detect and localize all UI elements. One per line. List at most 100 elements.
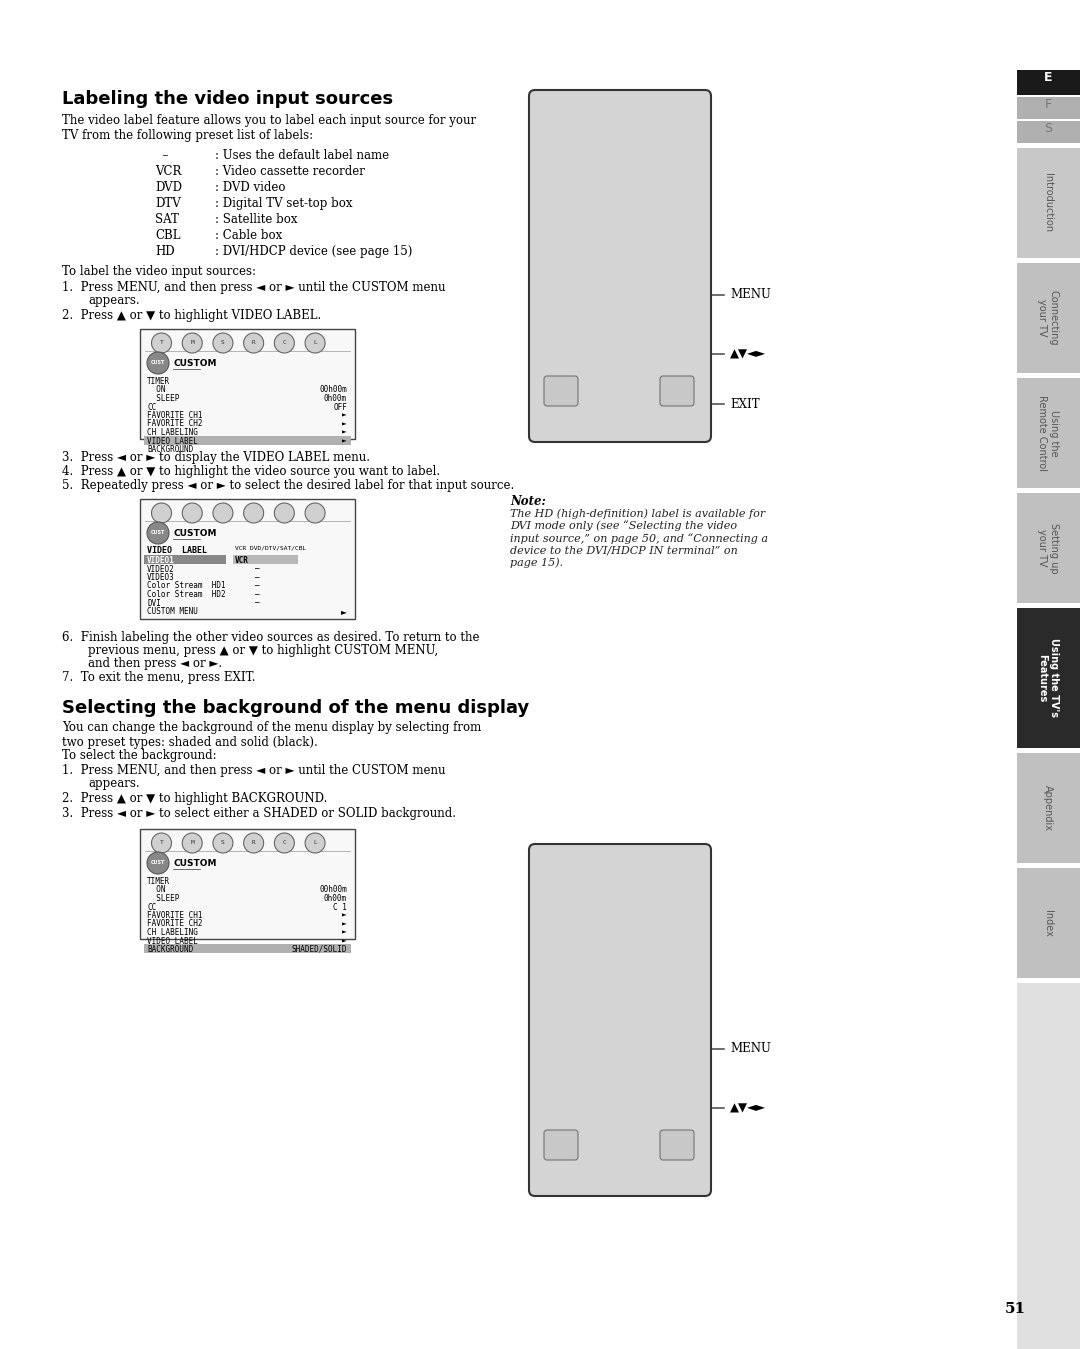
Text: R: R xyxy=(252,340,256,345)
Circle shape xyxy=(573,204,600,229)
Text: –: – xyxy=(255,564,259,573)
Text: 1: 1 xyxy=(583,156,591,166)
Text: ►: ► xyxy=(342,920,347,928)
Text: : DVI/HDCP device (see page 15): : DVI/HDCP device (see page 15) xyxy=(215,246,413,258)
Text: •TV: •TV xyxy=(542,124,551,130)
Text: 9: 9 xyxy=(647,966,654,975)
Text: THEATER: THEATER xyxy=(643,290,660,294)
Circle shape xyxy=(576,120,598,142)
Bar xyxy=(605,398,635,410)
Bar xyxy=(546,932,579,943)
Text: ◄: ◄ xyxy=(591,1103,599,1113)
Text: R: R xyxy=(252,840,256,846)
Text: VIDEO LABEL: VIDEO LABEL xyxy=(147,437,198,445)
Text: ENTER: ENTER xyxy=(608,1105,632,1112)
Text: The HD (high-definition) label is available for
DVI mode only (see “Selecting th: The HD (high-definition) label is availa… xyxy=(510,509,768,568)
Text: MUTE: MUTE xyxy=(645,415,657,420)
Text: M: M xyxy=(190,340,194,345)
Circle shape xyxy=(244,503,264,523)
Circle shape xyxy=(606,958,632,983)
Text: FAVORITE: FAVORITE xyxy=(610,290,629,294)
Bar xyxy=(140,830,355,939)
Circle shape xyxy=(640,1009,662,1031)
Text: Using the
Remote Control: Using the Remote Control xyxy=(1037,395,1058,471)
Text: 3.  Press ◄ or ► to display the VIDEO LABEL menu.: 3. Press ◄ or ► to display the VIDEO LAB… xyxy=(62,451,370,464)
Text: CC: CC xyxy=(147,902,157,912)
Text: 7: 7 xyxy=(583,212,591,223)
Text: ►: ► xyxy=(342,428,347,437)
Text: PC SET: PC SET xyxy=(554,251,571,256)
Circle shape xyxy=(244,333,264,353)
Text: 5: 5 xyxy=(616,183,623,194)
Text: Color Stream  HD2: Color Stream HD2 xyxy=(147,590,226,599)
FancyBboxPatch shape xyxy=(544,1130,578,1160)
Bar xyxy=(543,1166,561,1176)
Text: DVI: DVI xyxy=(147,599,161,607)
Text: CH
▼: CH ▼ xyxy=(557,391,565,402)
Text: Labeling the video input sources: Labeling the video input sources xyxy=(62,90,393,108)
Circle shape xyxy=(183,333,202,353)
Text: RECALL: RECALL xyxy=(608,415,624,420)
Bar xyxy=(605,1152,635,1164)
FancyBboxPatch shape xyxy=(544,376,578,406)
Text: HD: HD xyxy=(156,246,175,258)
Text: PC SET: PC SET xyxy=(554,1005,571,1010)
Text: CH LABELING: CH LABELING xyxy=(147,928,198,938)
Text: : Video cassette recorder: : Video cassette recorder xyxy=(215,165,365,178)
Text: The video label feature allows you to label each input source for your
TV from t: The video label feature allows you to la… xyxy=(62,115,476,142)
Text: •DVD: •DVD xyxy=(542,920,555,925)
Circle shape xyxy=(274,333,295,353)
Text: VIDEO2: VIDEO2 xyxy=(147,564,175,573)
Text: SKIP/SEARCH: SKIP/SEARCH xyxy=(670,1178,697,1182)
Text: AUDIO: AUDIO xyxy=(644,1098,658,1102)
Bar xyxy=(1017,378,1080,488)
Text: 1.  Press MENU, and then press ◄ or ► until the CUSTOM menu: 1. Press MENU, and then press ◄ or ► unt… xyxy=(62,764,446,777)
Circle shape xyxy=(638,148,664,174)
Circle shape xyxy=(606,204,632,229)
Text: 100: 100 xyxy=(581,1017,593,1023)
Text: –: – xyxy=(156,148,168,162)
Bar xyxy=(543,289,579,301)
Text: VIDEO  LABEL: VIDEO LABEL xyxy=(147,546,207,554)
Bar xyxy=(1017,983,1080,1349)
Text: ▼: ▼ xyxy=(616,362,624,371)
Circle shape xyxy=(609,1050,629,1070)
Text: To label the video input sources:: To label the video input sources: xyxy=(62,264,256,278)
Text: VIDEO1: VIDEO1 xyxy=(147,556,175,565)
Text: ⏻: ⏻ xyxy=(679,125,686,136)
Text: BACKGROUND: BACKGROUND xyxy=(147,445,193,455)
Text: FAVORITE CH2: FAVORITE CH2 xyxy=(147,420,203,429)
Text: 1.  Press MENU, and then press ◄ or ► until the CUSTOM menu: 1. Press MENU, and then press ◄ or ► unt… xyxy=(62,281,446,294)
Text: +10: +10 xyxy=(610,258,620,263)
Text: ►: ► xyxy=(640,1103,649,1113)
Circle shape xyxy=(582,295,602,316)
Text: TITLE  SUBTITLE: TITLE SUBTITLE xyxy=(592,318,625,322)
Text: ►: ► xyxy=(342,928,347,938)
Text: previous menu, press ▲ or ▼ to highlight CUSTOM MENU,: previous menu, press ▲ or ▼ to highlight… xyxy=(87,643,438,657)
Bar xyxy=(637,1166,665,1176)
Text: ENT: ENT xyxy=(644,263,658,268)
Text: MODE: MODE xyxy=(555,935,570,939)
Circle shape xyxy=(604,339,636,370)
Circle shape xyxy=(576,1009,598,1031)
Circle shape xyxy=(573,175,600,202)
Text: VOL
▼: VOL ▼ xyxy=(672,391,683,402)
Bar xyxy=(233,554,298,564)
Bar xyxy=(144,436,351,445)
Text: S: S xyxy=(221,840,225,846)
Text: CH
▼: CH ▼ xyxy=(557,1145,565,1156)
Text: FAVORITE CH2: FAVORITE CH2 xyxy=(147,920,203,928)
Text: ENTER: ENTER xyxy=(608,351,632,357)
Text: ▼: ▼ xyxy=(616,1116,624,1125)
Text: TIMER: TIMER xyxy=(147,877,171,886)
Circle shape xyxy=(671,119,696,143)
Text: Appendix: Appendix xyxy=(1043,785,1053,831)
FancyBboxPatch shape xyxy=(660,376,694,406)
Text: CUST: CUST xyxy=(151,360,165,366)
Text: FAV▼: FAV▼ xyxy=(613,1128,626,1133)
Text: CH LABELING: CH LABELING xyxy=(147,428,198,437)
Text: VCR DVD/DTV/SAT/CBL: VCR DVD/DTV/SAT/CBL xyxy=(235,546,307,550)
Text: 1: 1 xyxy=(583,911,591,920)
Text: Using the TV's
Features: Using the TV's Features xyxy=(1037,638,1058,718)
Circle shape xyxy=(147,522,168,544)
